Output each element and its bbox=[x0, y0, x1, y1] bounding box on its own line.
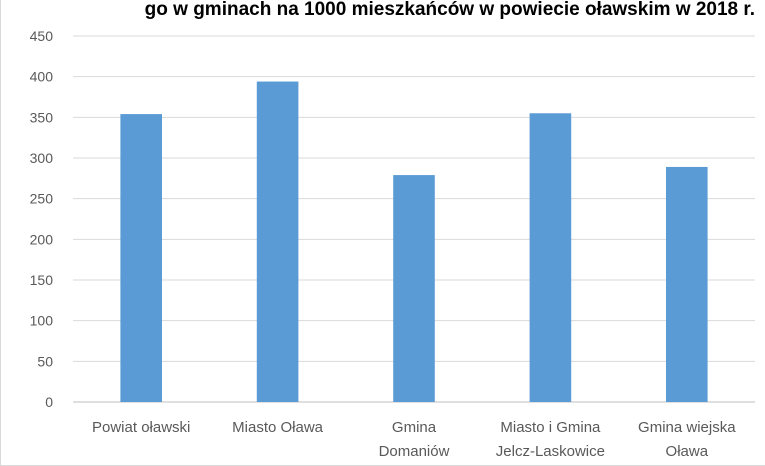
bar bbox=[393, 175, 435, 402]
y-tick-label: 300 bbox=[30, 150, 54, 166]
y-tick-label: 450 bbox=[30, 28, 54, 44]
y-tick-label: 0 bbox=[45, 394, 53, 410]
x-category-label: Gmina wiejska Oława bbox=[638, 419, 736, 460]
x-axis-category-labels: Powiat oławski Miasto Oława Gmina Domaniów M… bbox=[92, 419, 736, 460]
bar bbox=[529, 113, 572, 403]
bar bbox=[256, 81, 299, 403]
y-tick-label: 400 bbox=[30, 69, 54, 85]
x-category-label: Miasto i Gmina Jelcz-Laskowice bbox=[496, 419, 605, 460]
y-tick-label: 250 bbox=[30, 191, 54, 207]
chart-title-group: go w gminach na 1000 mieszkańców w powie… bbox=[145, 0, 755, 20]
y-tick-label: 100 bbox=[30, 313, 54, 329]
y-tick-label: 50 bbox=[37, 353, 53, 369]
y-tick-label: 350 bbox=[30, 109, 54, 125]
bars bbox=[120, 81, 708, 403]
x-category-label: Gmina Domaniów bbox=[379, 419, 450, 460]
x-category-label: Powiat oławski bbox=[92, 419, 190, 436]
bar bbox=[120, 114, 163, 402]
bar bbox=[665, 166, 708, 402]
y-tick-label: 150 bbox=[30, 272, 54, 288]
y-tick-label: 200 bbox=[30, 231, 54, 247]
y-axis-tick-labels: 0 50 100 150 200 250 300 350 400 450 bbox=[30, 28, 54, 410]
x-category-label: Miasto Oława bbox=[232, 419, 324, 436]
chart-title: go w gminach na 1000 mieszkańców w powie… bbox=[145, 0, 755, 20]
